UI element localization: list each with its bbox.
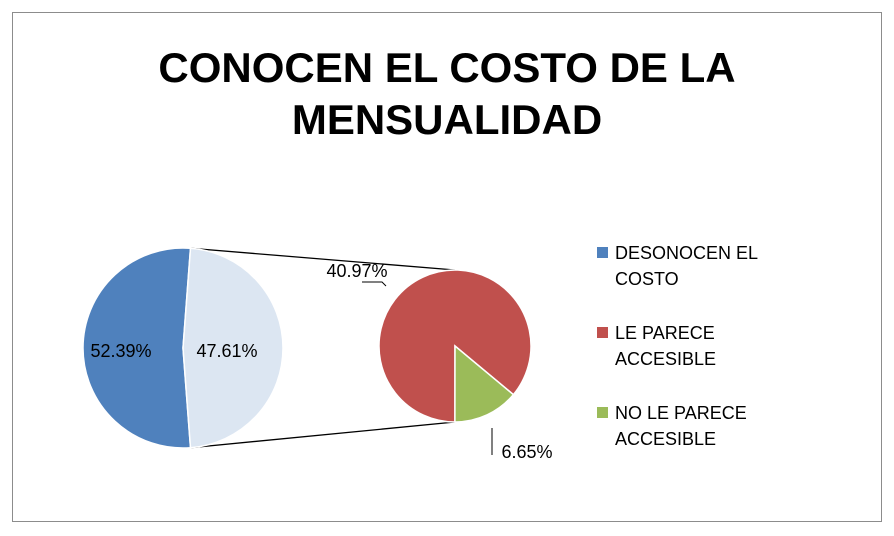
pie-slice <box>454 344 515 423</box>
connector-line <box>190 421 456 449</box>
legend-swatch <box>597 247 608 258</box>
data-label: 40.97% <box>326 261 387 281</box>
leader-line <box>362 281 387 287</box>
pie-slice <box>182 247 284 449</box>
legend-swatch <box>597 407 608 418</box>
chart-title: CONOCEN EL COSTO DE LA MENSUALIDAD <box>158 44 736 143</box>
chart-frame <box>12 12 882 522</box>
data-label: 47.61% <box>196 341 257 361</box>
legend-label: LE PARECE ACCESIBLE <box>615 323 717 369</box>
legend-label: DESONOCEN EL COSTO <box>615 243 758 289</box>
pie-slice <box>82 247 192 449</box>
legend-swatch <box>597 327 608 338</box>
data-label: 52.39% <box>90 341 151 361</box>
connector-line <box>190 247 456 271</box>
data-label: 6.65% <box>501 442 552 462</box>
legend-label: NO LE PARECE ACCESIBLE <box>615 403 747 449</box>
